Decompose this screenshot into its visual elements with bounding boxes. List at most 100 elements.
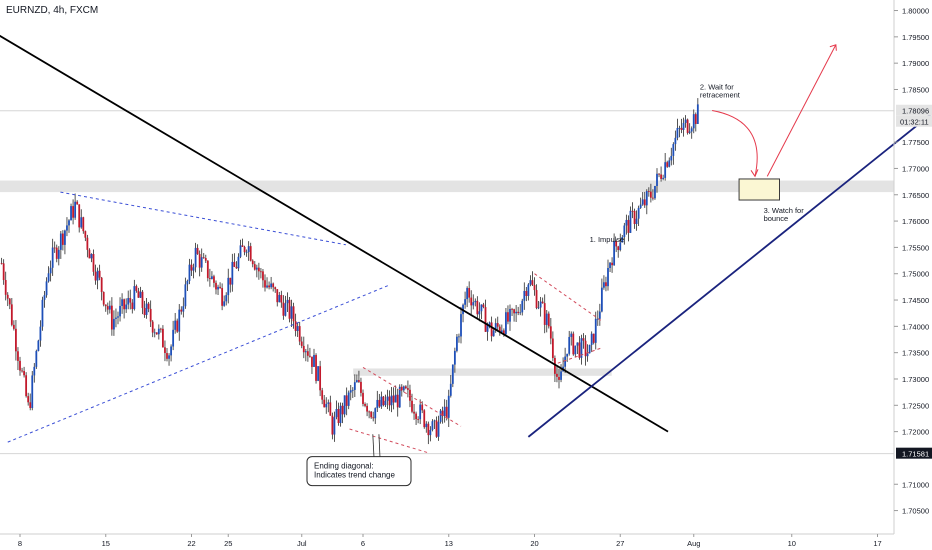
candle-body bbox=[566, 353, 569, 357]
candle bbox=[668, 157, 671, 168]
candle-body bbox=[362, 392, 364, 404]
candle-body bbox=[521, 300, 524, 313]
time-axis[interactable]: 8 15 22 25 Jul 6 13 20 27 Aug 10 17 bbox=[0, 533, 894, 548]
candle bbox=[637, 205, 640, 227]
candle bbox=[402, 385, 405, 393]
candle bbox=[211, 271, 213, 280]
candle bbox=[680, 118, 683, 134]
last-price-label: 1.78096 bbox=[902, 107, 929, 116]
candle bbox=[617, 245, 620, 258]
price-tick-label: 1.79000 bbox=[902, 59, 929, 68]
candle bbox=[6, 292, 9, 307]
candle bbox=[90, 253, 93, 263]
candle-body bbox=[110, 305, 113, 330]
candle bbox=[172, 320, 175, 351]
candle-body bbox=[198, 254, 201, 268]
candle-body bbox=[564, 356, 567, 367]
candle bbox=[527, 283, 530, 301]
candle bbox=[102, 291, 105, 307]
candle bbox=[292, 302, 295, 329]
candle bbox=[184, 277, 187, 309]
candle-body bbox=[515, 311, 518, 314]
price-axis[interactable]: 1.80000 1.79500 1.79000 1.78500 1.77500 1.770… bbox=[893, 0, 932, 534]
candle bbox=[188, 258, 191, 285]
candle bbox=[572, 331, 575, 356]
candle bbox=[137, 287, 140, 298]
candle bbox=[151, 320, 154, 338]
candle-body bbox=[249, 246, 252, 261]
candle bbox=[570, 331, 573, 346]
candle-body bbox=[554, 357, 556, 374]
candle-body bbox=[505, 312, 507, 335]
candle-body bbox=[386, 396, 389, 401]
candle-body bbox=[470, 297, 473, 306]
candle-body bbox=[17, 351, 19, 361]
candle-body bbox=[137, 290, 140, 298]
candle bbox=[521, 298, 524, 316]
candle-body bbox=[533, 285, 536, 291]
candle bbox=[178, 304, 181, 341]
candle-body bbox=[55, 247, 58, 259]
candle-body bbox=[51, 247, 54, 268]
candle-body bbox=[117, 316, 119, 318]
price-tick-label: 1.73000 bbox=[902, 375, 929, 384]
candle-body bbox=[4, 280, 7, 295]
candle bbox=[641, 192, 644, 206]
candle-body bbox=[49, 267, 52, 274]
candle bbox=[247, 241, 250, 261]
candle-body bbox=[431, 421, 434, 430]
candle bbox=[462, 303, 464, 323]
candle-body bbox=[211, 276, 213, 280]
candle bbox=[472, 294, 475, 310]
candle-body bbox=[92, 254, 95, 272]
ending-diagonal-callout bbox=[306, 456, 412, 487]
candle bbox=[645, 189, 648, 215]
candle-body bbox=[476, 300, 479, 315]
candle-body bbox=[35, 350, 38, 367]
impulse-diagonal-lower-line bbox=[557, 346, 604, 364]
candle bbox=[141, 290, 144, 315]
candle-body bbox=[682, 122, 685, 130]
candle-body bbox=[272, 283, 275, 288]
candle bbox=[476, 296, 479, 319]
candle-body bbox=[603, 282, 605, 288]
candle bbox=[8, 297, 11, 310]
candle bbox=[639, 197, 642, 209]
candle bbox=[204, 254, 207, 264]
old-support-zone bbox=[353, 368, 612, 376]
candle bbox=[603, 275, 605, 290]
candle bbox=[529, 275, 532, 287]
candle bbox=[664, 152, 667, 181]
candle-body bbox=[19, 360, 21, 371]
candle-body bbox=[331, 415, 334, 435]
candle bbox=[337, 402, 340, 426]
candle bbox=[380, 391, 383, 409]
candlestick-series bbox=[0, 98, 699, 445]
candle-body bbox=[280, 294, 283, 303]
price-tick-label: 1.80000 bbox=[902, 7, 929, 16]
candle-body bbox=[255, 267, 258, 270]
candle bbox=[241, 238, 244, 248]
candle-body bbox=[2, 263, 5, 281]
candle bbox=[253, 261, 256, 271]
candle-body bbox=[443, 406, 446, 417]
candle-body bbox=[458, 336, 460, 338]
candle-body bbox=[607, 267, 609, 287]
candle-body bbox=[413, 411, 415, 414]
candle bbox=[435, 416, 438, 438]
candle bbox=[388, 390, 391, 411]
candle-body bbox=[53, 247, 56, 249]
candle bbox=[692, 109, 695, 134]
candle bbox=[696, 98, 699, 125]
candle-body bbox=[639, 204, 642, 208]
candle-body bbox=[694, 114, 697, 124]
candle bbox=[556, 366, 558, 383]
candle-body bbox=[613, 241, 616, 266]
candle bbox=[654, 185, 656, 200]
candle-body bbox=[15, 328, 17, 352]
support-zone bbox=[0, 180, 894, 193]
candle-body bbox=[215, 282, 217, 290]
candle-body bbox=[164, 347, 166, 354]
